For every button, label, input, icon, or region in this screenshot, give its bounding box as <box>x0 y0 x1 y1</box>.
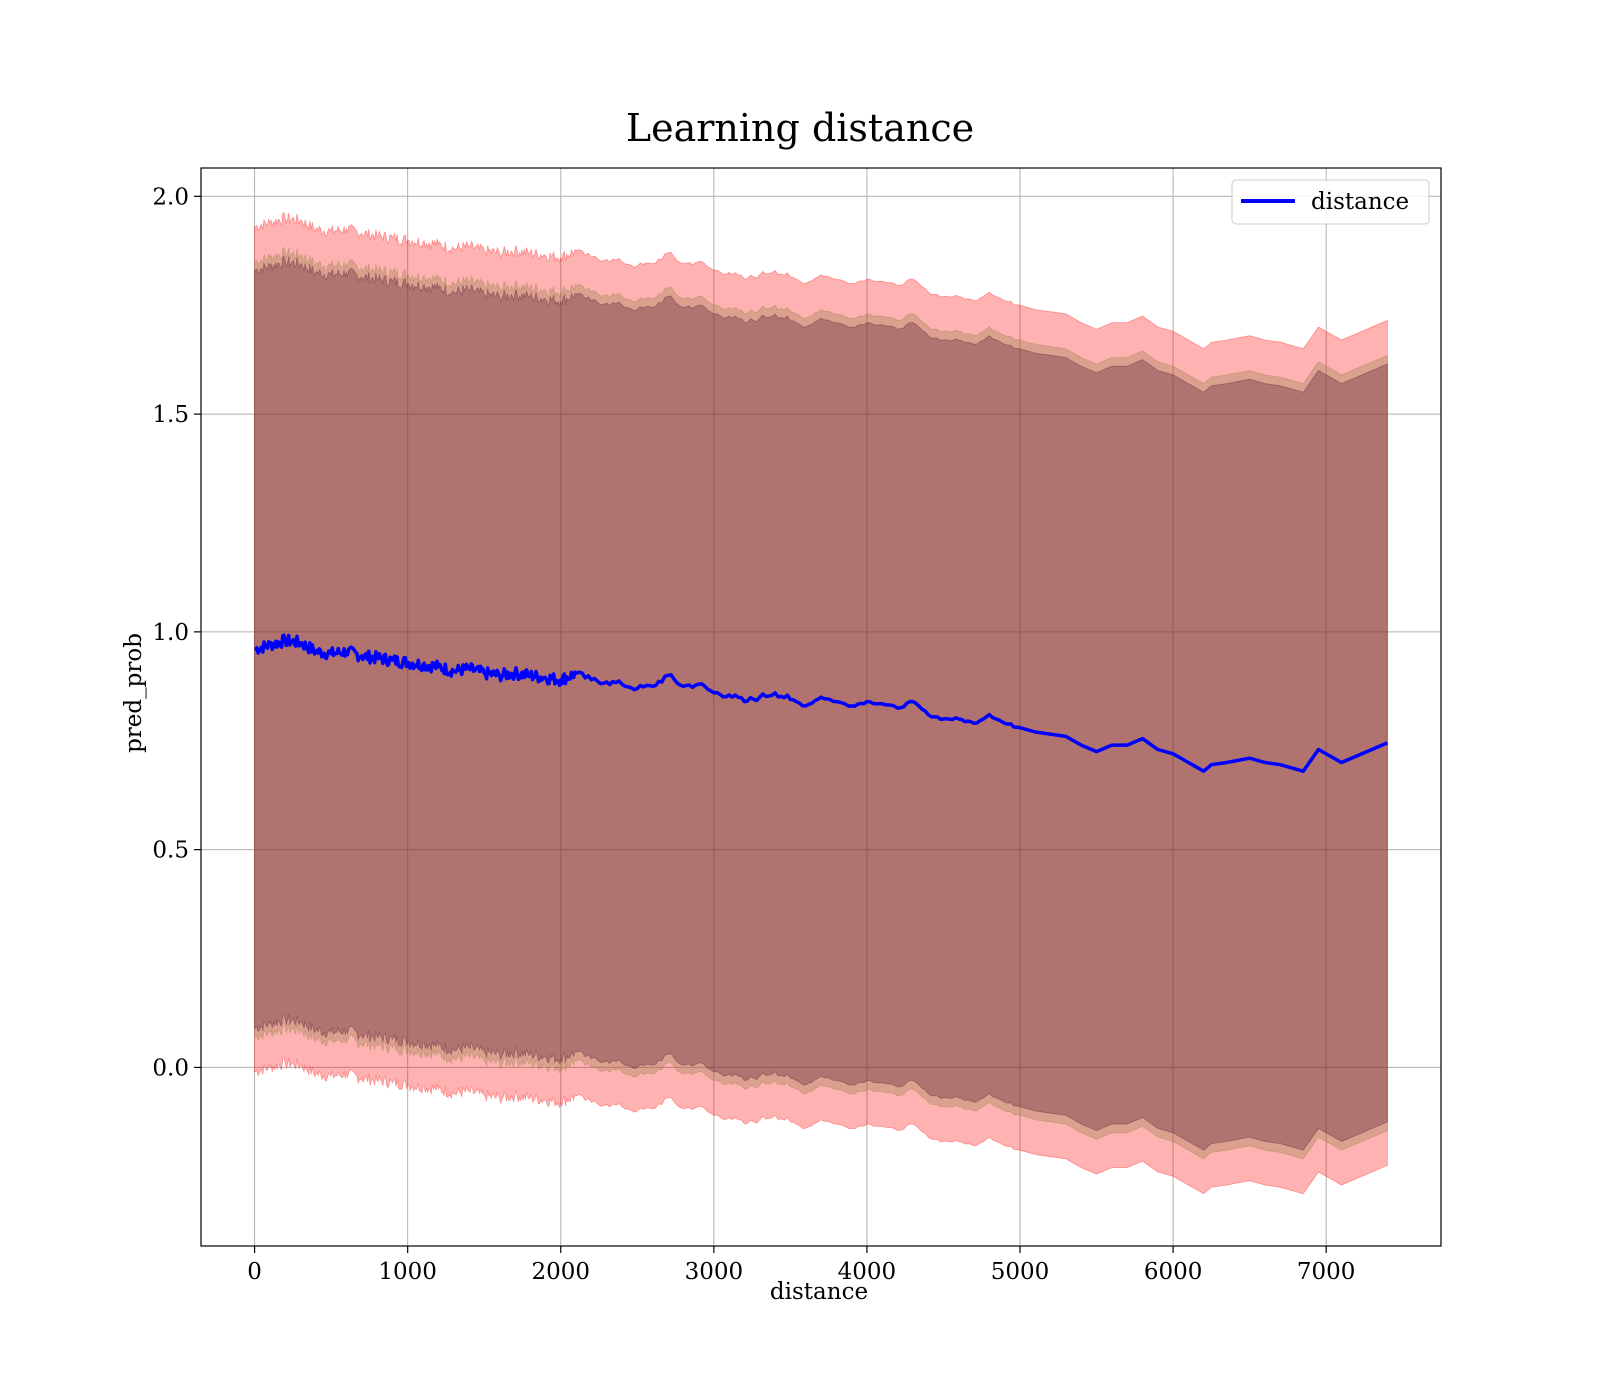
y-tick-label: 0.5 <box>152 838 189 864</box>
legend: distance <box>1231 179 1430 225</box>
x-tick-label: 7000 <box>1297 1259 1356 1285</box>
line-layer <box>254 633 1389 773</box>
confidence-band-1 <box>254 212 1388 1195</box>
chart-title: Learning distance <box>626 106 974 150</box>
x-tick-label: 4000 <box>838 1259 897 1285</box>
x-tick-label: 3000 <box>685 1259 744 1285</box>
x-axis-label: distance <box>770 1279 868 1305</box>
y-tick-label: 2.0 <box>152 184 189 210</box>
y-axis-label: pred_prob <box>121 633 147 753</box>
plot-frame <box>200 167 1442 1247</box>
confidence-band-3 <box>254 255 1388 1151</box>
x-tick-label: 2000 <box>531 1259 590 1285</box>
band-layer <box>254 212 1388 1195</box>
x-tick-label: 1000 <box>378 1259 437 1285</box>
x-tick-label: 5000 <box>991 1259 1050 1285</box>
y-tick-label: 1.5 <box>152 402 189 428</box>
x-tick-label: 6000 <box>1144 1259 1203 1285</box>
series-line-distance <box>254 633 1389 773</box>
legend-box <box>1231 179 1430 225</box>
confidence-band-2 <box>254 246 1388 1160</box>
y-tick-label: 0.0 <box>152 1055 189 1081</box>
tick-layer: 0 1000 2000 3000 4000 5000 6000 7000 0.0 0.5 1.0 1.… <box>152 184 1355 1285</box>
legend-label-distance: distance <box>1311 189 1409 215</box>
y-tick-label: 1.0 <box>152 620 189 646</box>
x-tick-label: 0 <box>247 1259 262 1285</box>
